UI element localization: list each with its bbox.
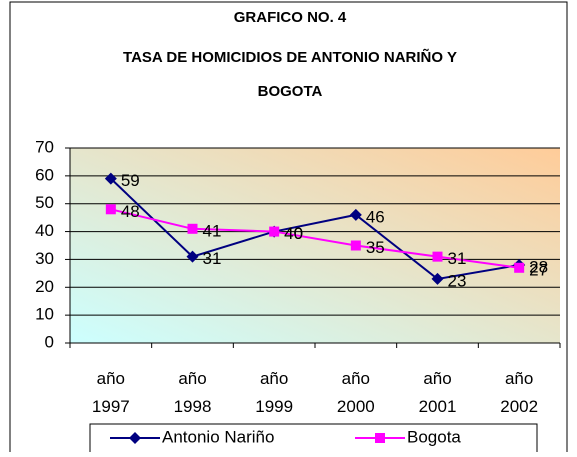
x-tick-label: año 1997 [92,369,130,416]
y-tick-label: 40 [35,221,54,240]
x-tick-label: año 2000 [337,369,375,416]
marker [350,240,361,251]
marker [375,433,385,443]
y-tick-label: 30 [35,249,54,268]
x-tick-label: año 2002 [500,369,538,416]
data-label: 27 [529,260,548,279]
x-tick-label: año 1998 [174,369,212,416]
x-tick-label: año 2001 [419,369,457,416]
y-tick-label: 10 [35,305,54,324]
marker [269,226,280,237]
y-tick-label: 0 [45,332,54,351]
data-label: 41 [203,221,222,240]
data-label: 23 [448,271,467,290]
data-label: 59 [121,171,140,190]
chart-title: TASA DE HOMICIDIOS DE ANTONIO NARIÑO Y [123,48,457,66]
marker [105,204,116,215]
data-label: 40 [284,224,303,243]
legend-label: Antonio Nariño [162,427,274,446]
data-label: 46 [366,207,385,226]
y-tick-label: 50 [35,193,54,212]
data-label: 48 [121,202,140,221]
chart-title: BOGOTA [258,83,323,100]
marker [514,262,525,273]
marker [431,272,444,285]
chart-title: GRAFICO NO. 4 [234,9,347,26]
data-label: 31 [448,249,467,268]
y-tick-label: 70 [35,137,54,156]
data-label: 35 [366,238,385,257]
plot-area [70,148,560,343]
series-line [110,208,520,269]
y-tick-label: 60 [35,165,54,184]
marker [104,172,117,185]
series-line [110,177,520,280]
marker [432,251,443,262]
marker [129,432,141,444]
data-label: 31 [203,249,222,268]
legend-label: Bogota [407,427,461,446]
data-label: 40 [284,224,303,243]
marker [187,223,198,234]
marker [349,208,362,221]
x-tick-label: año 1999 [255,369,293,416]
data-label: 28 [529,257,548,276]
marker [186,250,199,263]
y-tick-label: 20 [35,277,54,296]
